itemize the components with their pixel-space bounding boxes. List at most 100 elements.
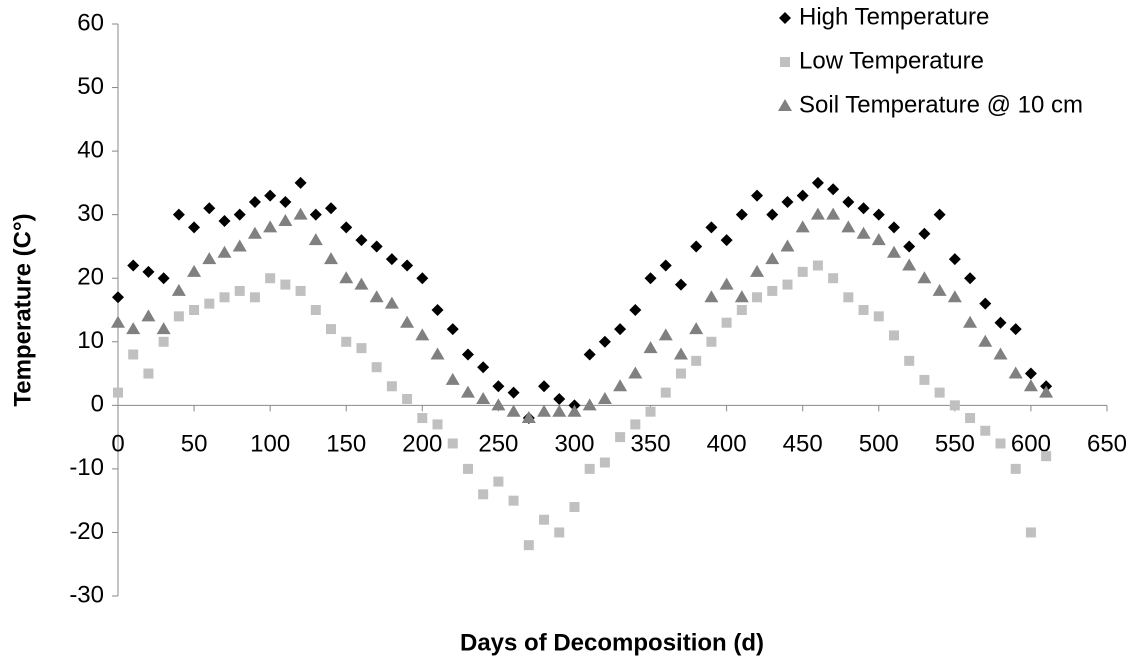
point [995,438,1006,449]
point [1024,367,1037,380]
y-tick-label: 30 [77,200,104,227]
point [720,234,733,247]
point [871,233,886,246]
point [752,292,763,303]
point [308,233,323,246]
point [370,240,383,253]
x-tick-label: 650 [1087,431,1127,458]
x-tick-label: 550 [935,431,975,458]
point [1010,463,1021,474]
point [430,347,445,360]
point [918,227,931,240]
point [203,202,216,215]
point [280,279,291,290]
point [583,348,596,361]
point [554,527,565,538]
point [355,234,368,247]
x-axis-title: Days of Decomposition (d) [460,629,764,656]
point [903,240,916,253]
point [994,316,1007,329]
legend-label: Soil Temperature @ 10 cm [799,91,1083,118]
point [904,355,915,366]
point [645,406,656,417]
point [491,398,506,411]
point [933,208,946,221]
point [249,292,260,303]
point [293,207,308,220]
point [691,355,702,366]
point [886,245,901,258]
point [416,272,429,285]
point [233,208,246,221]
point [750,264,765,277]
point [1025,527,1036,538]
y-tick-label: 0 [91,391,104,418]
point [158,336,169,347]
x-tick-label: 150 [326,431,366,458]
point [111,315,125,328]
point [857,202,870,215]
point [736,305,747,315]
point [584,463,595,474]
point [1008,366,1023,379]
point [843,292,854,303]
point [719,277,734,290]
point [294,176,307,189]
point [826,207,841,220]
point [218,215,231,228]
point [173,311,184,322]
legend-marker [778,99,792,111]
legend-label: Low Temperature [799,47,984,74]
point [675,368,686,379]
point [660,387,671,398]
point [508,495,519,506]
point [1009,323,1022,336]
point [582,398,597,411]
point [704,290,719,303]
point [431,304,444,316]
point [706,336,717,347]
point [1023,379,1038,392]
point [324,252,339,265]
point [539,514,550,525]
point [172,208,185,221]
point [947,290,962,303]
point [963,315,978,328]
point [842,195,855,208]
point [248,195,261,208]
point [232,239,247,252]
point [188,221,201,234]
point [356,343,367,354]
point [705,221,718,234]
point [507,386,520,399]
point [506,404,521,417]
point [781,195,794,208]
point [993,347,1008,360]
point [902,258,917,271]
y-axis-title: Temperature (C°) [9,213,36,406]
point [538,380,551,393]
point [796,189,809,202]
point [247,226,262,239]
point [384,296,399,309]
point [310,305,321,315]
point [417,413,428,424]
point [598,335,611,348]
y-tick-label: 20 [77,264,104,291]
point [659,259,672,272]
point [674,278,687,291]
point [932,283,947,296]
point [202,252,217,265]
point [128,349,139,360]
point [615,432,626,443]
legend-label: High Temperature [799,3,989,30]
point [873,311,884,322]
point [567,404,582,417]
point [142,265,155,278]
x-tick-label: 450 [783,431,823,458]
point [400,315,415,328]
x-tick-label: 0 [111,431,124,458]
point [493,476,504,487]
point [827,183,840,196]
